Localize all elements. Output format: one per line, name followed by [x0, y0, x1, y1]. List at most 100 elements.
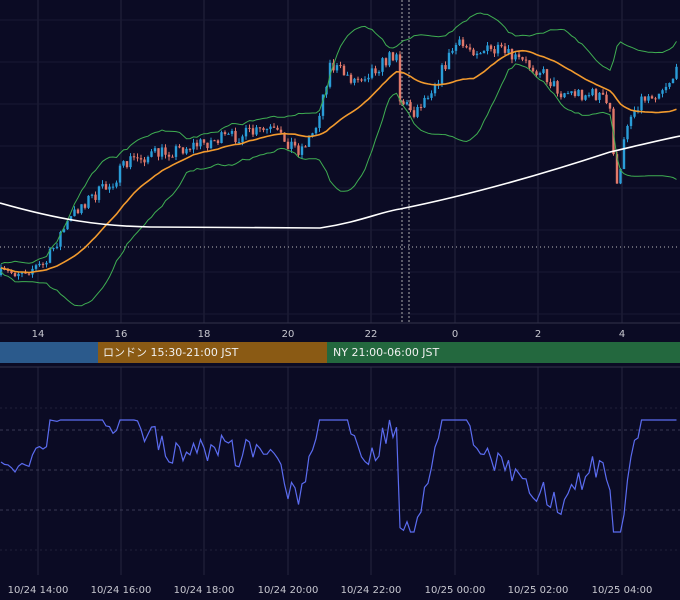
- candle-body: [370, 68, 374, 78]
- candle-body: [367, 77, 370, 80]
- candle-body: [34, 265, 38, 269]
- candle-body: [360, 79, 363, 81]
- time-label: 10/24 20:00: [258, 585, 319, 596]
- time-label: 20: [282, 329, 295, 340]
- time-label: 10/24 22:00: [341, 585, 402, 596]
- candle-body: [538, 72, 542, 76]
- candle-body: [111, 186, 115, 188]
- candle-body: [258, 127, 262, 129]
- candle-body: [248, 127, 251, 129]
- candle-body: [458, 39, 461, 45]
- candle-body: [66, 220, 69, 230]
- candle-body: [346, 74, 349, 76]
- candle-body: [388, 52, 391, 66]
- candle-body: [265, 129, 269, 131]
- candle-body: [48, 248, 52, 263]
- candle-body: [62, 229, 66, 233]
- candle-body: [10, 270, 13, 274]
- candle-body: [90, 194, 94, 196]
- candle-body: [465, 46, 468, 48]
- candle-body: [153, 148, 157, 152]
- candle-body: [171, 156, 174, 158]
- candle-body: [419, 106, 423, 108]
- candle-body: [76, 209, 80, 214]
- candle-body: [440, 65, 444, 84]
- candle-body: [545, 69, 549, 83]
- candle-body: [475, 53, 479, 56]
- candle-body: [342, 65, 346, 76]
- moving-average: [0, 49, 677, 274]
- candle-body: [587, 95, 591, 97]
- candle-body: [384, 58, 388, 66]
- candle-body: [132, 156, 136, 158]
- candle-body: [626, 125, 629, 140]
- candle-body: [622, 139, 626, 170]
- candle-body: [213, 140, 216, 142]
- candle-body: [223, 132, 227, 135]
- candle-body: [661, 90, 664, 94]
- candle-body: [192, 142, 195, 150]
- candle-body: [489, 45, 493, 50]
- candle-body: [633, 110, 636, 117]
- candle-body: [601, 92, 605, 95]
- candle-body: [563, 93, 566, 98]
- candle-body: [454, 44, 458, 51]
- candle-body: [629, 116, 633, 126]
- candle-body: [160, 147, 164, 157]
- candle-body: [129, 156, 132, 168]
- session-label: NY 21:00-06:00 JST: [333, 346, 440, 359]
- candle-body: [356, 78, 360, 80]
- candle-body: [664, 86, 668, 91]
- candle-body: [206, 142, 209, 149]
- candle-body: [398, 54, 402, 102]
- candle-body: [430, 93, 433, 98]
- candle-body: [237, 142, 241, 144]
- candle-body: [216, 140, 220, 144]
- candle-body: [650, 96, 654, 99]
- candle-body: [136, 157, 139, 159]
- session-ny: [327, 342, 680, 363]
- candle-body: [195, 142, 199, 147]
- candle-body: [307, 135, 311, 147]
- candle-body: [220, 132, 223, 144]
- candle-body: [227, 133, 230, 135]
- candle-body: [559, 93, 563, 98]
- candle-body: [300, 146, 304, 155]
- bollinger-lower: [0, 63, 677, 307]
- candle-body: [566, 93, 570, 95]
- candle-body: [188, 148, 192, 150]
- candle-body: [276, 127, 279, 130]
- candle-body: [591, 89, 594, 96]
- candle-body: [374, 68, 377, 74]
- candle-body: [59, 232, 62, 247]
- candle-body: [423, 97, 426, 108]
- candle-body: [24, 272, 27, 274]
- candle-body: [507, 48, 510, 53]
- price-pane: [0, 12, 680, 307]
- candle-body: [0, 267, 3, 275]
- candle-body: [178, 146, 181, 148]
- session-london: [98, 342, 327, 363]
- candle-body: [426, 97, 430, 99]
- time-label: 22: [365, 329, 378, 340]
- candle-body: [146, 156, 150, 163]
- candle-body: [451, 50, 454, 53]
- time-label: 2: [535, 329, 541, 340]
- candle-body: [528, 60, 531, 68]
- candle-body: [500, 44, 503, 47]
- candle-body: [73, 209, 76, 217]
- candle-body: [255, 127, 258, 135]
- candle-body: [251, 128, 255, 135]
- candle-body: [167, 154, 171, 157]
- candle-body: [577, 89, 580, 96]
- candle-body: [202, 139, 206, 143]
- candle-body: [619, 169, 622, 184]
- candle-body: [482, 51, 486, 54]
- candle-body: [139, 158, 143, 160]
- candle-body: [402, 101, 405, 105]
- bollinger-upper: [0, 12, 677, 265]
- candle-body: [496, 44, 500, 54]
- candle-body: [468, 47, 472, 50]
- session-label: ロンドン 15:30-21:00 JST: [103, 346, 239, 359]
